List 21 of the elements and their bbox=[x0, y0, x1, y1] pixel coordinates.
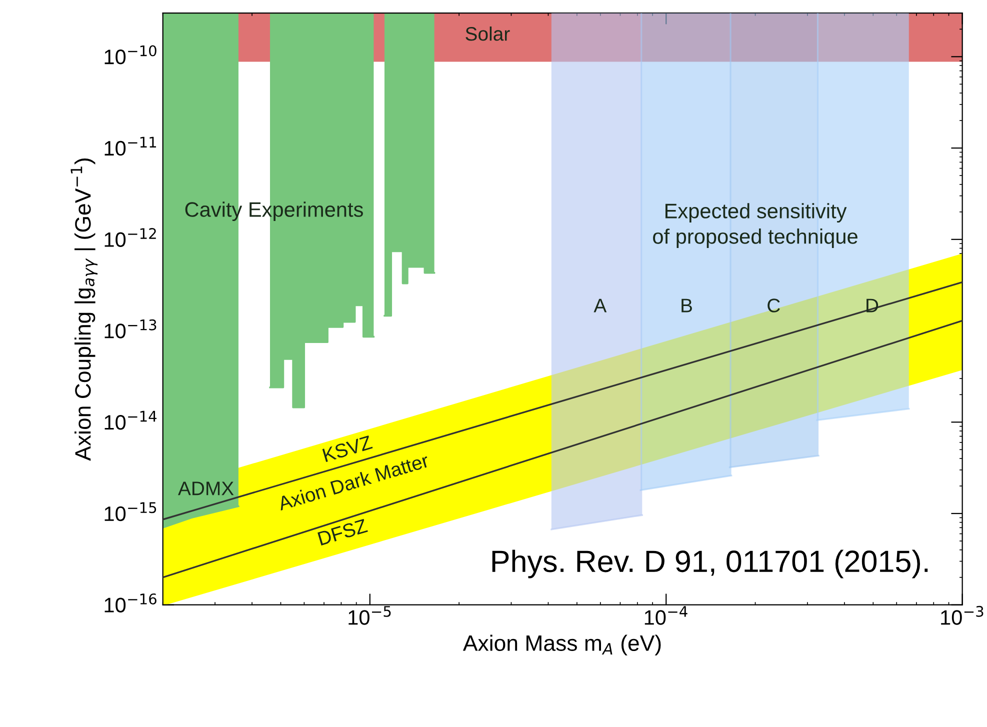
y-tick-label: 10$^{−15}$ bbox=[104, 502, 156, 522]
y-tick-label: 10$^{−10}$ bbox=[104, 45, 156, 64]
y-tick-label: 10$^{−13}$ bbox=[104, 319, 156, 338]
x-tick-label: 10$^{−3}$ bbox=[941, 606, 984, 625]
annotation: Phys. Rev. D 91, 011701 (2015). bbox=[492, 550, 928, 578]
x-tick-label: 10$^{−5}$ bbox=[348, 606, 391, 625]
annotation: KSVZ bbox=[322, 435, 373, 462]
x-axis-title: Axion Mass m$_{A}$ (eV) bbox=[462, 634, 661, 656]
annotation: B bbox=[682, 298, 692, 312]
annotation: ADMX bbox=[178, 482, 234, 496]
annotation: A bbox=[594, 298, 607, 312]
annotation: DFSZ bbox=[318, 518, 368, 546]
annotation: Expected sensitivity of proposed technique bbox=[653, 203, 858, 248]
y-tick-label: 10$^{−12}$ bbox=[104, 228, 156, 247]
annotation: C bbox=[768, 298, 780, 312]
y-tick-label: 10$^{−11}$ bbox=[104, 136, 156, 156]
y-tick-label: 10$^{−16}$ bbox=[104, 593, 156, 612]
x-tick-label: 10$^{−4}$ bbox=[644, 606, 688, 625]
y-tick-label: 10$^{−14}$ bbox=[104, 410, 157, 430]
y-axis-title: Axion Coupling |g$_{aγγ}$ | (GeV$^{−1}$) bbox=[70, 158, 98, 461]
annotation: Solar bbox=[466, 26, 510, 41]
